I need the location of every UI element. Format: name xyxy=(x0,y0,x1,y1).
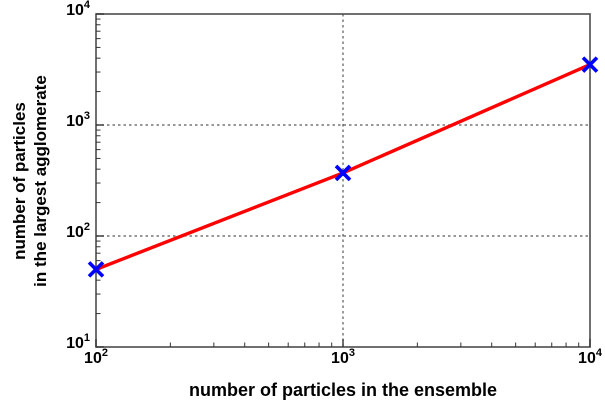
y-axis-label: number of particles in the largest agglo… xyxy=(9,75,51,287)
x-tick-label: 103 xyxy=(331,346,355,367)
y-axis-label-line2: in the largest agglomerate xyxy=(31,75,50,287)
y-axis-label-line1: number of particles xyxy=(10,102,29,260)
data-point-marker xyxy=(581,56,599,73)
y-tick-label: 104 xyxy=(66,0,90,19)
y-tick-label: 102 xyxy=(66,220,90,241)
y-tick-label: 101 xyxy=(66,331,90,352)
data-point-marker xyxy=(87,261,105,278)
data-point-marker xyxy=(334,164,352,182)
data-line xyxy=(94,62,592,272)
y-tick-label: 103 xyxy=(66,109,90,130)
x-tick-label: 104 xyxy=(578,346,602,367)
x-tick-label: 102 xyxy=(84,346,108,367)
x-axis-label: number of particles in the ensemble xyxy=(188,380,498,400)
